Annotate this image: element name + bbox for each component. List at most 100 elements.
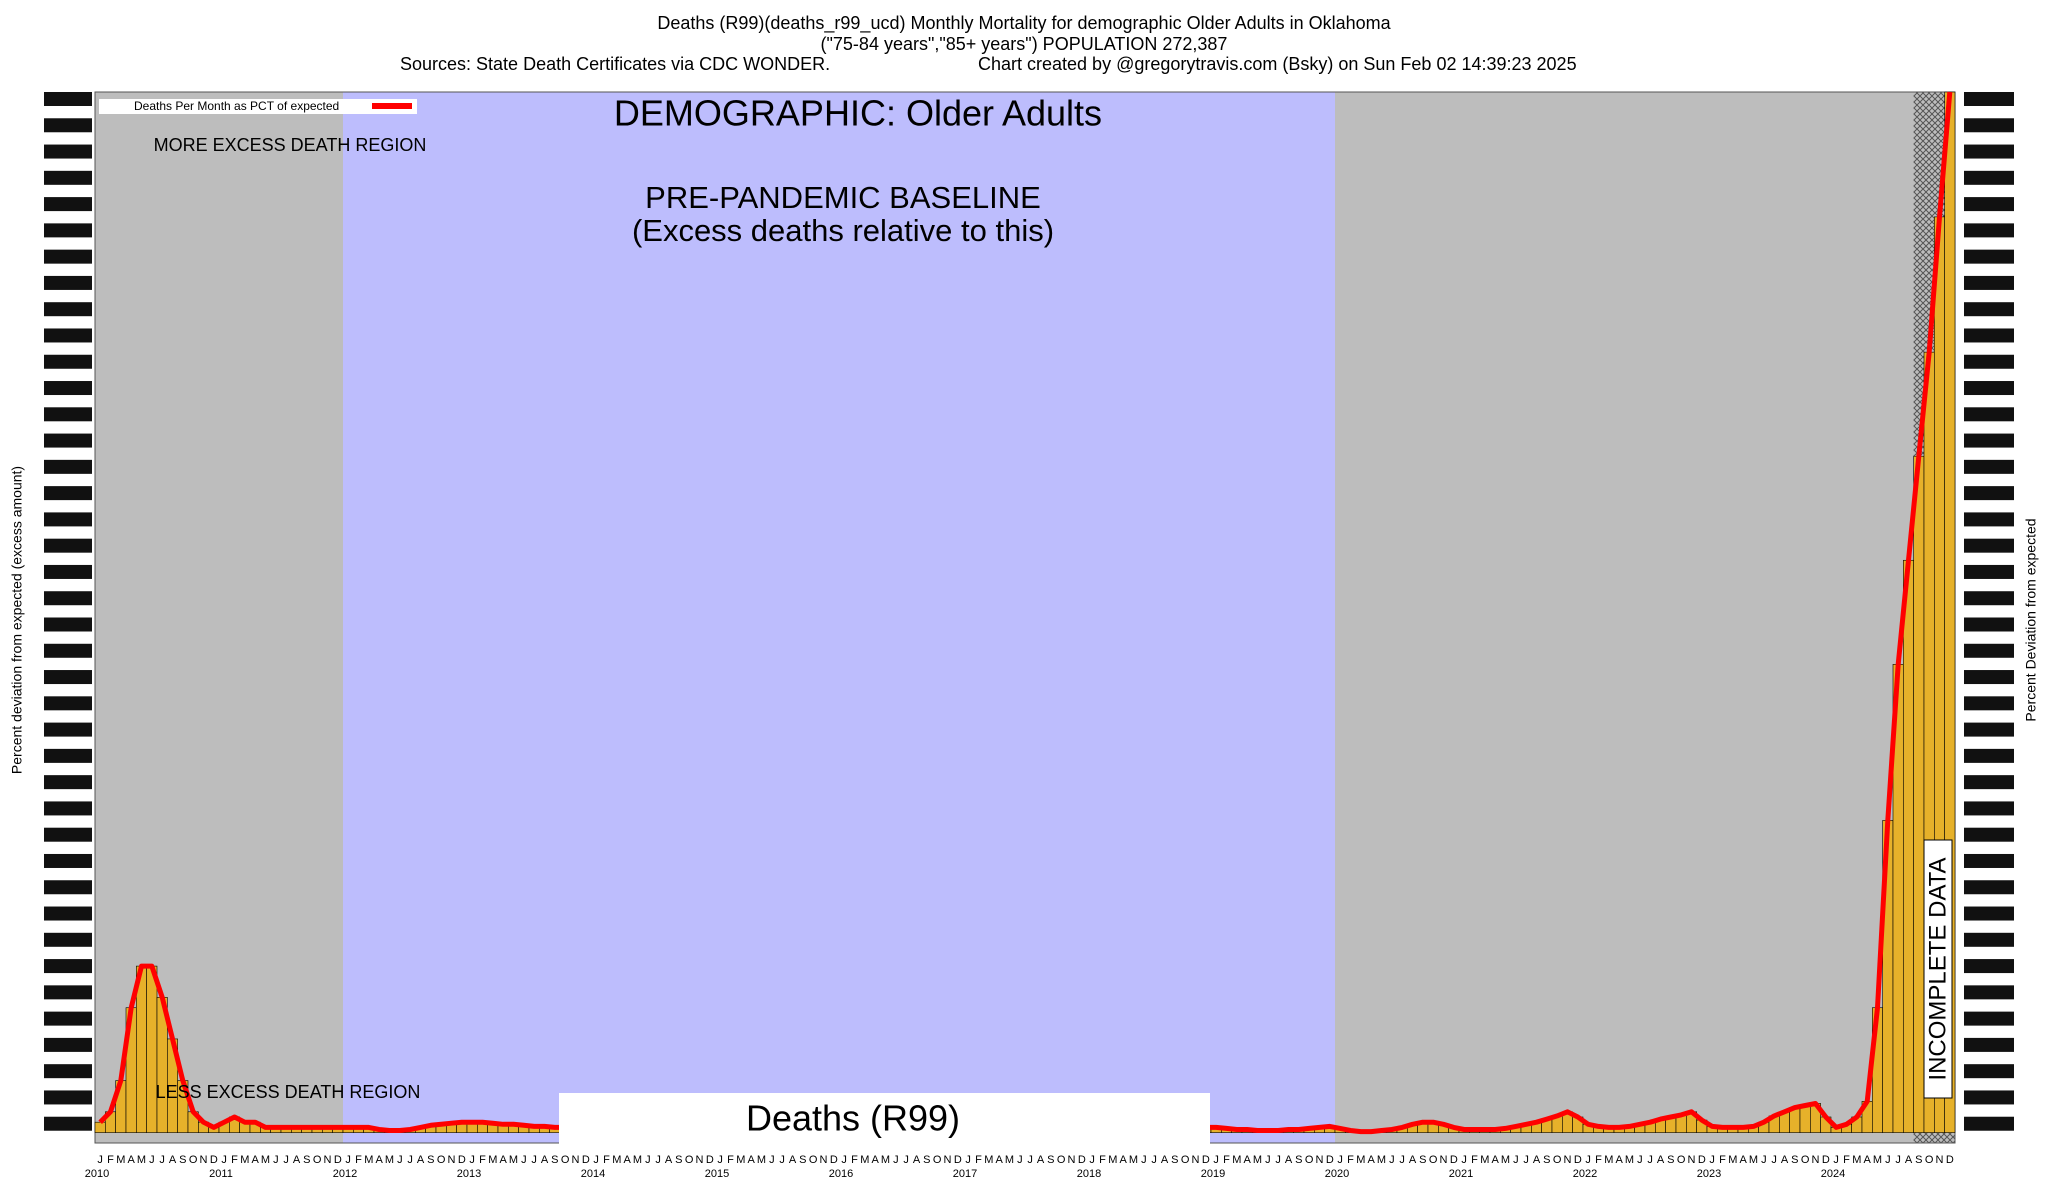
y-tick-blob (44, 118, 92, 133)
x-tick-label: D (1698, 1154, 1706, 1166)
x-tick-label: J (1275, 1154, 1281, 1166)
y-tick-blob (44, 302, 92, 317)
x-tick-label: A (417, 1154, 425, 1166)
x-tick-label: S (1915, 1154, 1922, 1166)
incomplete-box (1923, 839, 1953, 1099)
x-tick-label: N (1564, 1154, 1572, 1166)
year-label: 2014 (581, 1168, 605, 1180)
y-tick-blob (44, 512, 92, 527)
x-tick-label: M (116, 1154, 125, 1166)
x-tick-label: M (1873, 1154, 1882, 1166)
y-tick-blob (44, 223, 92, 238)
year-label: 2023 (1697, 1168, 1721, 1180)
y2-tick-blob (1964, 512, 2014, 527)
y2-tick-blob (1964, 197, 2014, 212)
x-tick-label: D (1326, 1154, 1334, 1166)
y2-tick-blob (1964, 1011, 2014, 1026)
x-tick-label: O (1925, 1154, 1934, 1166)
sources: Sources: State Death Certificates via CD… (400, 54, 830, 74)
y2-tick-blob (1964, 775, 2014, 790)
x-tick-label: S (1171, 1154, 1178, 1166)
x-tick-label: F (1223, 1154, 1230, 1166)
x-tick-label: A (541, 1154, 549, 1166)
y-tick-blob (44, 775, 92, 790)
x-tick-label: M (1852, 1154, 1861, 1166)
x-tick-label: M (1356, 1154, 1365, 1166)
y-tick-blob (44, 249, 92, 264)
x-tick-label: F (727, 1154, 734, 1166)
year-label: 2021 (1449, 1168, 1473, 1180)
x-tick-label: O (809, 1154, 818, 1166)
x-tick-label: J (149, 1154, 155, 1166)
x-tick-label: D (1202, 1154, 1210, 1166)
x-tick-label: A (1243, 1154, 1251, 1166)
legend-box (99, 99, 417, 114)
x-tick-label: O (1429, 1154, 1438, 1166)
x-tick-label: F (1471, 1154, 1478, 1166)
x-tick-label: N (1316, 1154, 1324, 1166)
y2-tick-blob (1964, 381, 2014, 396)
x-tick-label: F (1719, 1154, 1726, 1166)
y-tick-blob (44, 328, 92, 343)
baseline-region (343, 92, 1335, 1143)
year-label: 2018 (1077, 1168, 1101, 1180)
year-label: 2012 (333, 1168, 357, 1180)
x-tick-label: A (1657, 1154, 1665, 1166)
x-tick-label: S (1791, 1154, 1798, 1166)
y2-tick-blob (1964, 302, 2014, 317)
x-tick-label: J (159, 1154, 165, 1166)
x-tick-label: M (1604, 1154, 1613, 1166)
y2-tick-blob (1964, 696, 2014, 711)
y2-tick-blob (1964, 670, 2014, 685)
x-tick-label: M (612, 1154, 621, 1166)
y-tick-blob (44, 748, 92, 763)
year-label: 2015 (705, 1168, 729, 1180)
x-tick-label: S (923, 1154, 930, 1166)
x-tick-label: O (1305, 1154, 1314, 1166)
x-tick-label: J (1089, 1154, 1095, 1166)
y-tick-blob (44, 459, 92, 474)
x-tick-label: A (169, 1154, 177, 1166)
x-tick-label: D (1574, 1154, 1582, 1166)
y-tick-blob (44, 985, 92, 1000)
x-tick-label: A (913, 1154, 921, 1166)
x-tick-label: M (1108, 1154, 1117, 1166)
y-tick-blob (44, 722, 92, 737)
y-tick-blob (44, 617, 92, 632)
y2-tick-blob (1964, 407, 2014, 422)
year-label: 2020 (1325, 1168, 1349, 1180)
bar (1944, 91, 1956, 1133)
y2-tick-blob (1964, 354, 2014, 369)
x-tick-label: O (561, 1154, 570, 1166)
baseline-title: PRE-PANDEMIC BASELINE (645, 180, 1041, 215)
x-tick-label: M (1377, 1154, 1386, 1166)
x-tick-label: S (1295, 1154, 1302, 1166)
y2-tick-blob (1964, 880, 2014, 895)
x-tick-label: F (479, 1154, 486, 1166)
x-tick-label: A (127, 1154, 135, 1166)
y2-tick-blob (1964, 459, 2014, 474)
baseline-note: (Excess deaths relative to this) (632, 213, 1054, 248)
x-tick-label: O (1181, 1154, 1190, 1166)
credit: Chart created by @gregorytravis.com (Bsk… (978, 54, 1577, 74)
x-tick-label: J (1637, 1154, 1643, 1166)
bar (94, 1121, 106, 1133)
x-tick-label: D (1946, 1154, 1954, 1166)
x-tick-label: J (1647, 1154, 1653, 1166)
y-tick-blob (44, 1116, 92, 1131)
x-tick-label: J (1523, 1154, 1529, 1166)
x-tick-label: M (509, 1154, 518, 1166)
y2-tick-blob (1964, 591, 2014, 606)
y2-tick-blob (1964, 249, 2014, 264)
x-tick-label: O (1057, 1154, 1066, 1166)
x-tick-label: D (1078, 1154, 1086, 1166)
x-tick-label: S (799, 1154, 806, 1166)
x-tick-label: M (1728, 1154, 1737, 1166)
x-tick-label: M (240, 1154, 249, 1166)
x-tick-label: A (1491, 1154, 1499, 1166)
year-label: 2011 (209, 1168, 233, 1180)
x-tick-label: M (881, 1154, 890, 1166)
x-tick-label: J (1337, 1154, 1343, 1166)
bar (1903, 559, 1914, 1133)
x-tick-label: N (572, 1154, 580, 1166)
